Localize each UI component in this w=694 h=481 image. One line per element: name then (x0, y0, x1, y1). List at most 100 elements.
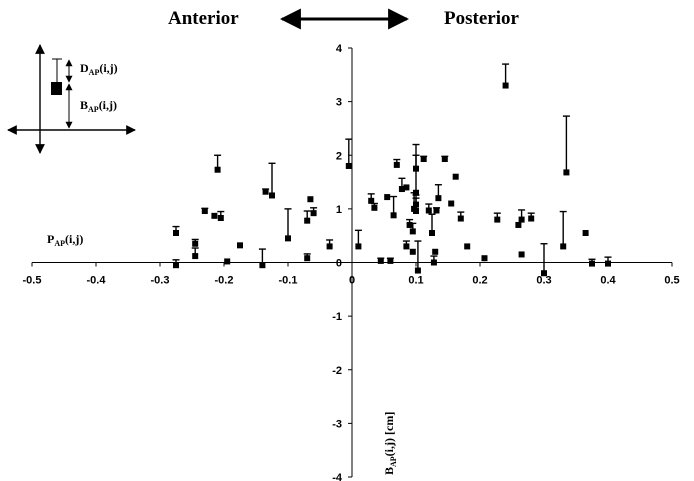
data-point (430, 259, 437, 266)
data-point (582, 230, 589, 237)
data-point (310, 210, 317, 217)
data-point (560, 243, 567, 250)
x-tick-label: 0.3 (536, 275, 551, 287)
x-tick-label: -0.2 (215, 275, 234, 287)
data-point (307, 196, 314, 203)
x-tick-label: 0.1 (408, 275, 423, 287)
data-point (355, 243, 362, 250)
data-point (481, 255, 488, 262)
data-point (285, 235, 291, 242)
data-point (217, 214, 224, 221)
anterior-label: Anterior (168, 8, 239, 29)
data-point (528, 215, 535, 222)
y-tick-label: -2 (332, 365, 342, 377)
posterior-label: Posterior (444, 8, 519, 29)
pap-main: P (47, 232, 54, 246)
data-point (432, 248, 439, 255)
data-point (413, 165, 419, 172)
y-tick-label: 3 (336, 97, 342, 109)
data-point (414, 267, 421, 274)
pap-sub: AP (54, 239, 65, 248)
data-point (409, 248, 416, 255)
y-tick-label: -1 (332, 311, 342, 323)
data-point (269, 192, 275, 199)
data-point (413, 201, 419, 208)
inset-b-label: BAP(i,j) (80, 98, 117, 114)
data-point (393, 161, 400, 168)
data-point (515, 221, 522, 228)
pap-label: PAP(i,j) (47, 232, 83, 248)
data-point (398, 186, 405, 193)
inset-d-sub: AP (89, 68, 100, 77)
y-axis-label: BAP(i,j) [cm] (382, 412, 398, 475)
data-point (173, 262, 179, 269)
data-point (406, 221, 413, 228)
data-point (403, 243, 410, 250)
x-tick-label: 0.2 (472, 275, 487, 287)
x-tick-label: -0.1 (279, 275, 298, 287)
data-point (326, 243, 333, 250)
x-tick-label: -0.3 (151, 275, 170, 287)
x-tick-label: -0.4 (87, 275, 107, 287)
data-point (425, 207, 432, 214)
data-point (237, 242, 243, 249)
data-point (192, 240, 199, 247)
data-point (429, 230, 435, 237)
inset-b-main: B (80, 98, 88, 112)
data-point (371, 204, 378, 211)
data-point (605, 260, 611, 267)
data-point (214, 166, 221, 173)
pap-tail: (i,j) (65, 232, 83, 246)
data-point (452, 173, 459, 180)
x-tick-label: -0.5 (23, 275, 42, 287)
data-point (390, 212, 397, 219)
data-point (211, 212, 218, 219)
inset-b-sub: AP (88, 105, 99, 114)
data-point (563, 169, 570, 176)
data-point (494, 216, 501, 223)
inset-d-main: D (80, 61, 89, 75)
data-point (368, 197, 375, 204)
data-point (589, 260, 595, 267)
data-point (464, 243, 471, 250)
data-point (304, 255, 311, 262)
data-point (413, 189, 419, 196)
inset-point-marker (51, 82, 62, 95)
legend-inset: DAP(i,j) BAP(i,j) (7, 44, 136, 154)
data-point (435, 195, 442, 202)
inset-b-tail: (i,j) (99, 98, 117, 112)
inset-d-label: DAP(i,j) (80, 61, 118, 77)
svg-text:BAP(i,j) [cm]: BAP(i,j) [cm] (382, 412, 398, 475)
axes: -0.5 -0.4 -0.3 -0.2 -0.1 0 0.1 0.2 0.3 0.4 0.5 4 3 2 1… (23, 43, 680, 481)
data-point (384, 194, 391, 201)
data-point (224, 258, 231, 265)
x-tick-label: 0 (349, 275, 355, 287)
data-point (413, 208, 419, 215)
data-point (518, 216, 525, 223)
data-point (502, 82, 509, 89)
data-point (201, 208, 208, 215)
y-tick-label: 4 (336, 43, 343, 55)
x-tick-label: 0.5 (664, 275, 679, 287)
data-point (448, 200, 455, 207)
data-point (403, 184, 410, 191)
data-point (262, 188, 269, 195)
inset-d-tail: (i,j) (99, 61, 117, 75)
data-point (433, 207, 440, 214)
data-point (173, 230, 179, 237)
data-point (304, 217, 311, 224)
data-point (457, 215, 464, 222)
data-point (518, 251, 525, 258)
data-point (345, 162, 352, 169)
ylabel-main: B (382, 467, 396, 475)
data-point (192, 253, 199, 260)
y-tick-label: 1 (336, 204, 342, 216)
y-tick-label: -3 (332, 418, 342, 430)
data-points (172, 63, 612, 277)
x-tick-label: 0.4 (600, 275, 616, 287)
data-point (441, 156, 448, 163)
data-point (420, 156, 427, 163)
y-tick-label: 2 (336, 150, 342, 162)
ylabel-sub: AP (389, 456, 398, 467)
